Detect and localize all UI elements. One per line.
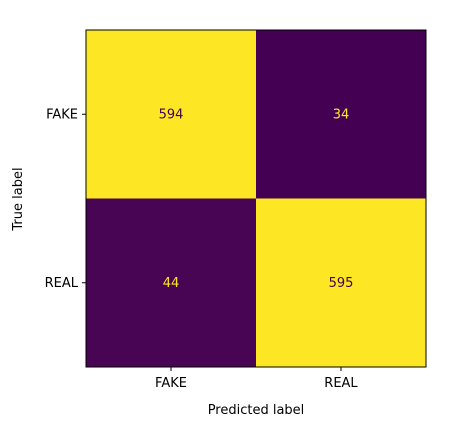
- matrix-cell-real-real: [256, 198, 426, 367]
- matrix-cell-fake-fake: [86, 30, 256, 199]
- y-tick-label: REAL: [45, 276, 79, 291]
- cell-value-label: 34: [333, 107, 350, 122]
- y-axis-label: True label: [11, 167, 26, 231]
- cell-value-label: 594: [159, 107, 184, 122]
- matrix-cells: [86, 30, 426, 367]
- cell-value-label: 595: [329, 276, 354, 291]
- x-tick-label: FAKE: [155, 376, 187, 391]
- x-tick-label: REAL: [324, 376, 358, 391]
- matrix-cell-real-fake: [86, 198, 256, 367]
- cell-value-label: 44: [163, 276, 180, 291]
- x-axis-label: Predicted label: [208, 403, 305, 418]
- y-axis-ticks: FAKE REAL: [45, 107, 86, 291]
- x-axis-ticks: FAKE REAL: [155, 367, 358, 391]
- matrix-cell-labels: 594 34 44 595: [159, 107, 354, 291]
- matrix-cell-fake-real: [256, 30, 426, 199]
- y-tick-label: FAKE: [46, 107, 78, 122]
- plot-frame: [85, 29, 427, 368]
